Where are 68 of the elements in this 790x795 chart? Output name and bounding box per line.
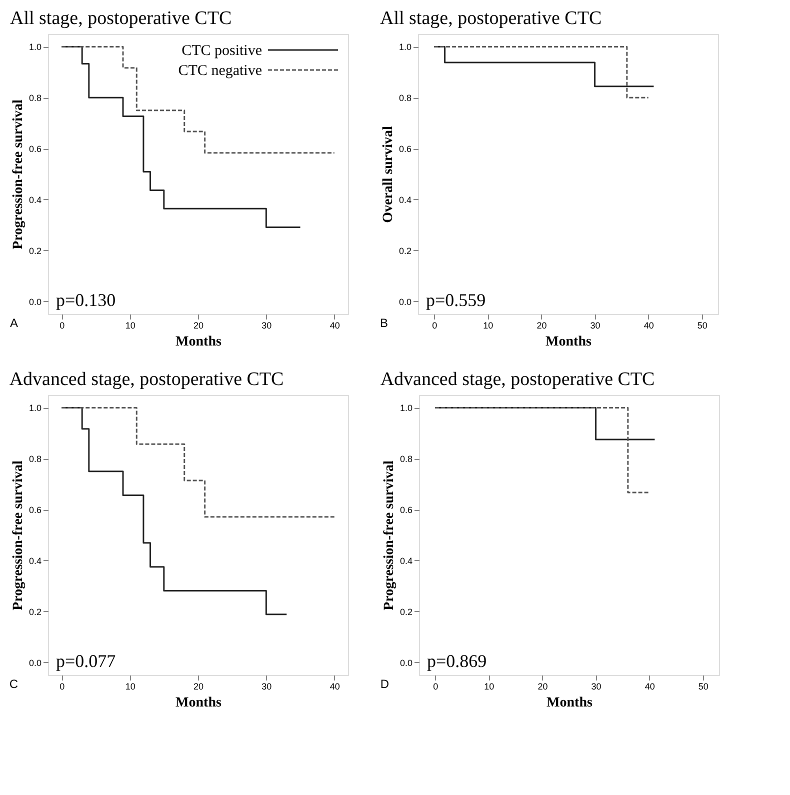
x-tick-label: 40 bbox=[330, 682, 340, 692]
text: B bbox=[380, 316, 388, 330]
y-tick-label: 1.0 bbox=[398, 42, 412, 52]
y-tick-label: 0.0 bbox=[28, 296, 42, 307]
x-tick-label: 30 bbox=[262, 320, 272, 330]
x-axis-title: Months bbox=[546, 334, 592, 350]
y-tick-label: 0.0 bbox=[28, 658, 42, 668]
x-tick-label: 40 bbox=[330, 320, 340, 330]
legend-label: CTC positive bbox=[182, 43, 262, 59]
y-axis-title: Progression-free survival bbox=[10, 460, 26, 610]
y-tick-label: 0.6 bbox=[400, 505, 412, 516]
x-axis-title: Months bbox=[546, 696, 593, 710]
x-tick-label: 10 bbox=[125, 682, 136, 692]
y-tick-label: 0.6 bbox=[398, 144, 412, 154]
legend-label: CTC negative bbox=[178, 63, 262, 79]
x-tick-label: 40 bbox=[644, 320, 654, 330]
chart-title: All stage, postoperative CTC bbox=[10, 8, 232, 29]
x-tick-label: 40 bbox=[644, 682, 655, 692]
annotation: p=0.077 bbox=[56, 651, 116, 671]
chart-title: All stage, postoperative CTC bbox=[380, 8, 602, 29]
x-axis-title: Months bbox=[176, 696, 222, 710]
y-tick-label: 0.2 bbox=[28, 606, 42, 617]
y-axis-title: Overall survival bbox=[380, 126, 396, 223]
text: C bbox=[9, 677, 18, 691]
annotation: p=0.559 bbox=[426, 290, 486, 310]
y-tick-label: 0.0 bbox=[400, 658, 412, 668]
annotation: p=0.869 bbox=[427, 651, 487, 671]
x-axis-title: Months bbox=[176, 334, 222, 350]
y-tick-label: 1.0 bbox=[28, 403, 42, 414]
x-tick-label: 30 bbox=[591, 682, 602, 692]
text: D bbox=[380, 677, 390, 691]
y-tick-label: 0.8 bbox=[398, 93, 412, 104]
y-tick-label: 1.0 bbox=[28, 42, 42, 52]
annotation: p=0.130 bbox=[56, 290, 116, 310]
y-tick-label: 0.2 bbox=[400, 606, 412, 617]
x-tick-label: 0 bbox=[60, 320, 65, 330]
y-tick-label: 0.0 bbox=[398, 296, 412, 307]
x-tick-label: 0 bbox=[60, 682, 65, 692]
x-tick-label: 50 bbox=[697, 320, 708, 330]
x-tick-label: 20 bbox=[536, 320, 547, 330]
y-axis-title: Progression-free survival bbox=[382, 460, 397, 610]
y-tick-label: 0.4 bbox=[398, 194, 412, 205]
chart-title: Advanced stage, postoperative CTC bbox=[9, 369, 284, 390]
y-tick-label: 0.4 bbox=[28, 194, 42, 205]
x-tick-label: 10 bbox=[484, 682, 494, 692]
x-tick-label: 50 bbox=[698, 682, 708, 692]
x-tick-label: 30 bbox=[590, 320, 600, 330]
x-tick-label: 10 bbox=[125, 320, 136, 330]
y-tick-label: 0.4 bbox=[28, 556, 42, 566]
x-tick-label: 0 bbox=[433, 682, 438, 692]
y-tick-label: 1.0 bbox=[400, 403, 412, 414]
x-tick-label: 20 bbox=[193, 682, 204, 692]
y-axis-title: Progression-free survival bbox=[10, 100, 26, 250]
y-tick-label: 0.8 bbox=[28, 93, 42, 104]
x-tick-label: 20 bbox=[193, 320, 204, 330]
y-tick-label: 0.2 bbox=[398, 246, 412, 256]
y-tick-label: 0.6 bbox=[28, 144, 42, 154]
chart-title: Advanced stage, postoperative CTC bbox=[380, 369, 655, 390]
y-tick-label: 0.6 bbox=[28, 505, 42, 516]
y-tick-label: 0.2 bbox=[28, 246, 42, 256]
x-tick-label: 0 bbox=[432, 320, 438, 330]
x-tick-label: 10 bbox=[483, 320, 494, 330]
text: A bbox=[10, 316, 18, 330]
y-tick-label: 0.8 bbox=[28, 454, 42, 464]
y-tick-label: 0.8 bbox=[400, 454, 412, 464]
y-tick-label: 0.4 bbox=[400, 556, 412, 566]
x-tick-label: 30 bbox=[262, 682, 272, 692]
x-tick-label: 20 bbox=[538, 682, 548, 692]
